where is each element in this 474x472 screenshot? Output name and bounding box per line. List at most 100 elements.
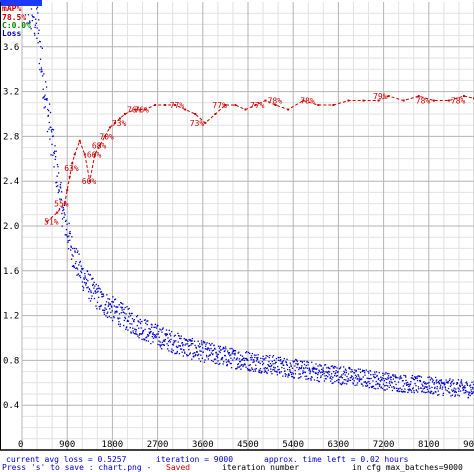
loss-point: [462, 388, 465, 391]
loss-point: [348, 379, 350, 381]
loss-point: [435, 382, 438, 384]
loss-point: [59, 184, 62, 186]
loss-point: [45, 98, 47, 100]
loss-point: [297, 377, 300, 379]
map-point: [83, 153, 86, 156]
loss-point: [247, 369, 249, 371]
loss-point: [223, 361, 225, 363]
loss-point: [85, 282, 87, 285]
loss-point: [459, 390, 462, 392]
loss-point: [103, 309, 105, 311]
loss-point: [301, 360, 303, 363]
loss-point: [415, 377, 417, 380]
loss-point: [286, 358, 288, 360]
loss-point: [339, 376, 341, 378]
loss-point: [315, 363, 317, 365]
loss-point: [211, 350, 213, 352]
loss-point: [319, 363, 321, 366]
loss-point: [94, 290, 97, 292]
loss-point: [387, 385, 389, 387]
loss-point: [173, 335, 175, 337]
loss-point: [441, 388, 443, 390]
loss-point: [125, 328, 127, 330]
loss-point: [109, 308, 111, 310]
loss-point: [296, 360, 298, 363]
loss-point: [42, 96, 45, 98]
loss-point: [73, 247, 76, 250]
loss-point: [399, 376, 401, 378]
loss-point: [39, 58, 42, 60]
loss-point: [79, 276, 82, 279]
loss-point: [248, 364, 250, 367]
loss-point: [330, 375, 332, 378]
loss-point: [200, 340, 203, 342]
loss-point: [432, 379, 434, 381]
loss-point: [374, 371, 376, 373]
loss-point: [288, 374, 290, 376]
loss-point: [166, 333, 169, 336]
loss-point: [388, 386, 390, 389]
loss-point: [106, 312, 108, 315]
loss-point: [359, 368, 361, 370]
loss-point: [438, 382, 440, 384]
loss-point: [329, 367, 331, 370]
loss-point: [242, 358, 244, 360]
loss-point: [402, 379, 404, 382]
loss-point: [309, 371, 311, 373]
loss-point: [82, 287, 85, 289]
loss-point: [234, 352, 236, 354]
loss-point: [281, 366, 283, 369]
loss-point: [220, 349, 222, 351]
loss-point: [381, 377, 383, 379]
loss-point: [460, 380, 462, 383]
loss-point: [405, 379, 407, 382]
loss-point: [120, 312, 122, 314]
loss-point: [101, 309, 104, 311]
loss-point: [46, 130, 49, 133]
loss-point: [333, 374, 336, 377]
loss-point: [64, 220, 67, 222]
loss-point: [168, 350, 170, 352]
loss-point: [438, 383, 441, 385]
loss-point: [233, 353, 235, 355]
loss-point: [245, 366, 247, 368]
loss-point: [303, 360, 305, 363]
map-point: [66, 189, 69, 192]
loss-point: [189, 339, 191, 342]
x-tick-label: 6300: [328, 440, 350, 450]
loss-point: [219, 362, 221, 365]
loss-point: [232, 350, 235, 353]
loss-point: [336, 374, 338, 377]
loss-point: [404, 388, 406, 390]
loss-point: [302, 370, 304, 372]
loss-point: [51, 128, 53, 131]
loss-point: [126, 306, 128, 308]
loss-point: [274, 370, 276, 372]
loss-point: [166, 343, 168, 345]
loss-point: [265, 367, 268, 370]
loss-point: [234, 354, 236, 356]
loss-point: [300, 367, 302, 370]
loss-point: [393, 386, 395, 388]
loss-point: [282, 375, 284, 377]
loss-point: [349, 367, 351, 369]
loss-point: [469, 391, 471, 393]
loss-point: [99, 305, 101, 308]
loss-point: [132, 327, 134, 329]
loss-point: [216, 353, 218, 355]
loss-point: [299, 377, 301, 379]
loss-point: [336, 367, 338, 369]
loss-point: [358, 380, 360, 382]
loss-point: [215, 351, 217, 354]
loss-point: [131, 318, 134, 320]
loss-point: [236, 357, 238, 359]
loss-point: [459, 385, 461, 387]
loss-point: [382, 383, 385, 385]
loss-point: [371, 386, 373, 388]
loss-point: [189, 339, 192, 341]
loss-point: [379, 384, 381, 386]
x-tick-label: 0: [18, 440, 23, 450]
loss-point: [263, 371, 266, 373]
loss-point: [163, 339, 165, 341]
loss-point: [106, 316, 109, 319]
